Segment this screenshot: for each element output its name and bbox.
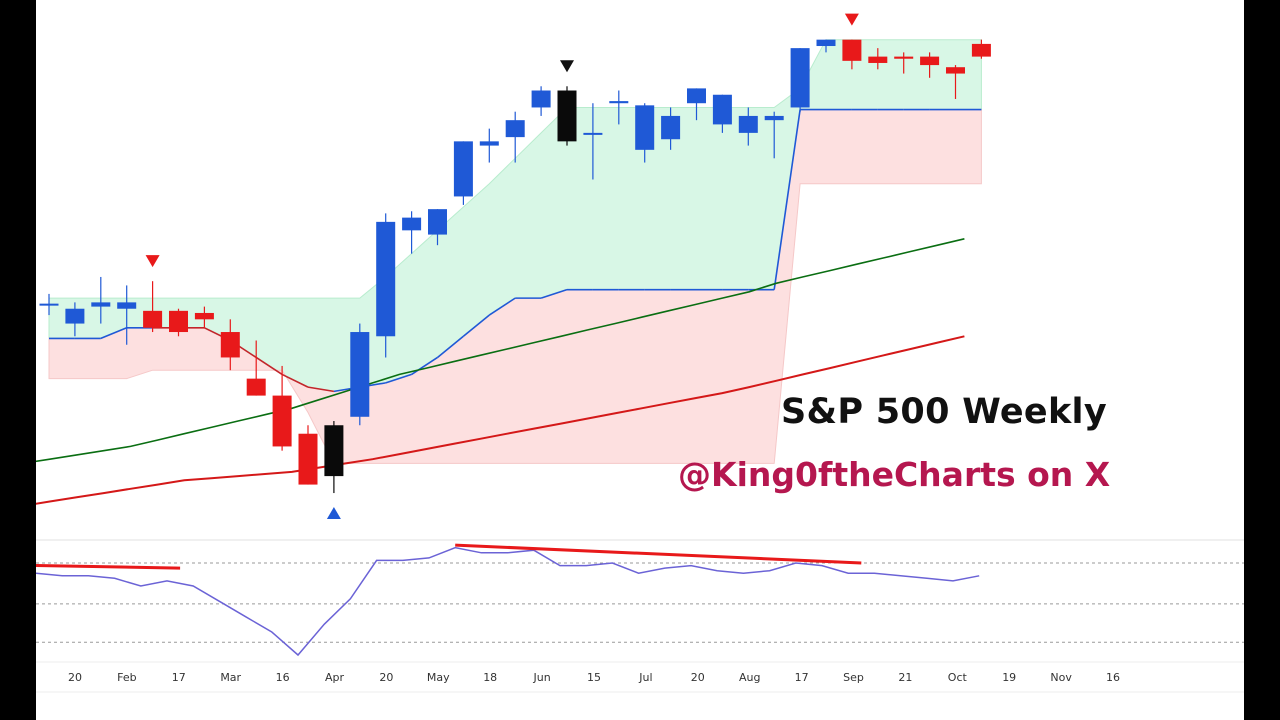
signal-layer <box>145 13 859 520</box>
candle-body <box>272 395 292 447</box>
buy-signal-marker <box>326 507 341 520</box>
candle-body <box>428 209 447 235</box>
candle-body <box>609 101 629 104</box>
sell-signal-marker <box>844 13 859 26</box>
sell-signal-marker <box>145 255 160 268</box>
moving-average-layer <box>36 238 965 505</box>
x-tick-label: 18 <box>483 671 497 684</box>
candle-body <box>946 67 965 74</box>
candle-body <box>453 141 473 197</box>
candle-body <box>583 132 603 135</box>
sell-signal-marker <box>560 60 574 73</box>
candle-body <box>816 39 836 47</box>
candle-body <box>324 425 344 477</box>
x-tick-label: Jun <box>533 671 551 684</box>
mid-band-segment <box>773 109 801 290</box>
oscillator-line <box>36 546 980 657</box>
candle-body <box>738 115 758 133</box>
candle-body <box>65 308 85 324</box>
candle-body <box>402 217 422 231</box>
x-tick-label: 16 <box>276 671 290 684</box>
candle-body <box>220 332 240 358</box>
candle-body <box>894 56 914 59</box>
x-axis: 20 Feb 17 Mar 16 Apr 20 May 18 Jun 15 Jul 20 Aug 17 Sep… <box>36 661 1244 693</box>
x-tick-label: 20 <box>68 671 82 684</box>
mid-band-segment <box>307 386 335 393</box>
x-tick-label: 15 <box>587 671 601 684</box>
candle-body <box>920 56 940 66</box>
candle-body <box>868 56 888 63</box>
x-tick-label: May <box>427 671 450 684</box>
candle-body <box>117 302 137 309</box>
author-handle: @King0ftheCharts on X <box>678 455 1111 494</box>
x-tick-label: Aug <box>739 671 760 684</box>
candle-body <box>350 332 370 417</box>
moving-average-green <box>36 238 965 463</box>
candle-body <box>479 141 499 146</box>
divergence-line <box>455 543 862 565</box>
mid-band-segment <box>411 356 438 376</box>
x-tick-label: Mar <box>220 671 241 684</box>
candle-body <box>298 433 318 485</box>
x-tick-label: 19 <box>1002 671 1016 684</box>
x-tick-label: Apr <box>325 671 345 684</box>
x-tick-label: Nov <box>1050 671 1072 684</box>
candle-body <box>661 115 681 140</box>
x-tick-label: 20 <box>691 671 705 684</box>
mid-band-segment <box>436 335 464 359</box>
candle-body <box>712 94 732 125</box>
candle-body <box>971 43 991 57</box>
candle-layer <box>39 39 991 494</box>
chart-frame: 20 Feb 17 Mar 16 Apr 20 May 18 Jun 15 Jul 20 Aug 17 Sep… <box>36 0 1244 720</box>
x-tick-label: Oct <box>948 671 968 684</box>
candle-body <box>39 303 59 306</box>
divergence-line <box>36 564 181 570</box>
candle-body <box>531 90 551 108</box>
mid-band-segment <box>100 327 128 340</box>
chart-svg: 20 Feb 17 Mar 16 Apr 20 May 18 Jun 15 Jul 20 Aug 17 Sep… <box>36 13 1244 693</box>
candle-body <box>764 115 784 121</box>
candle-body <box>143 310 163 328</box>
candle-body <box>790 48 810 108</box>
moving-average-red <box>36 335 965 505</box>
candle-body <box>505 120 525 138</box>
candle-body <box>194 312 214 320</box>
candle-body <box>376 221 396 337</box>
candle-body <box>635 105 655 150</box>
mid-band-segment <box>488 297 516 316</box>
candle-body <box>687 88 706 104</box>
mid-band-segment <box>385 373 412 384</box>
candle-body <box>91 302 111 307</box>
x-tick-label: 21 <box>898 671 912 684</box>
x-tick-label: Sep <box>843 671 864 684</box>
x-tick-label: 17 <box>172 671 186 684</box>
x-tick-label: Jul <box>638 671 652 684</box>
x-tick-label: 17 <box>795 671 809 684</box>
mid-band-segment <box>281 373 309 388</box>
oscillator-panel <box>36 539 1244 657</box>
candle-body <box>557 90 577 142</box>
x-tick-label: 16 <box>1106 671 1120 684</box>
candle-body <box>169 310 188 333</box>
mid-band-segment <box>462 314 490 337</box>
mid-band-segment <box>255 356 283 376</box>
x-tick-label: 20 <box>379 671 393 684</box>
candle-body <box>842 39 862 61</box>
mid-band-segment <box>540 288 568 299</box>
candle-body <box>246 378 266 396</box>
chart-title: S&P 500 Weekly <box>781 392 1107 432</box>
x-tick-label: Feb <box>117 671 136 684</box>
